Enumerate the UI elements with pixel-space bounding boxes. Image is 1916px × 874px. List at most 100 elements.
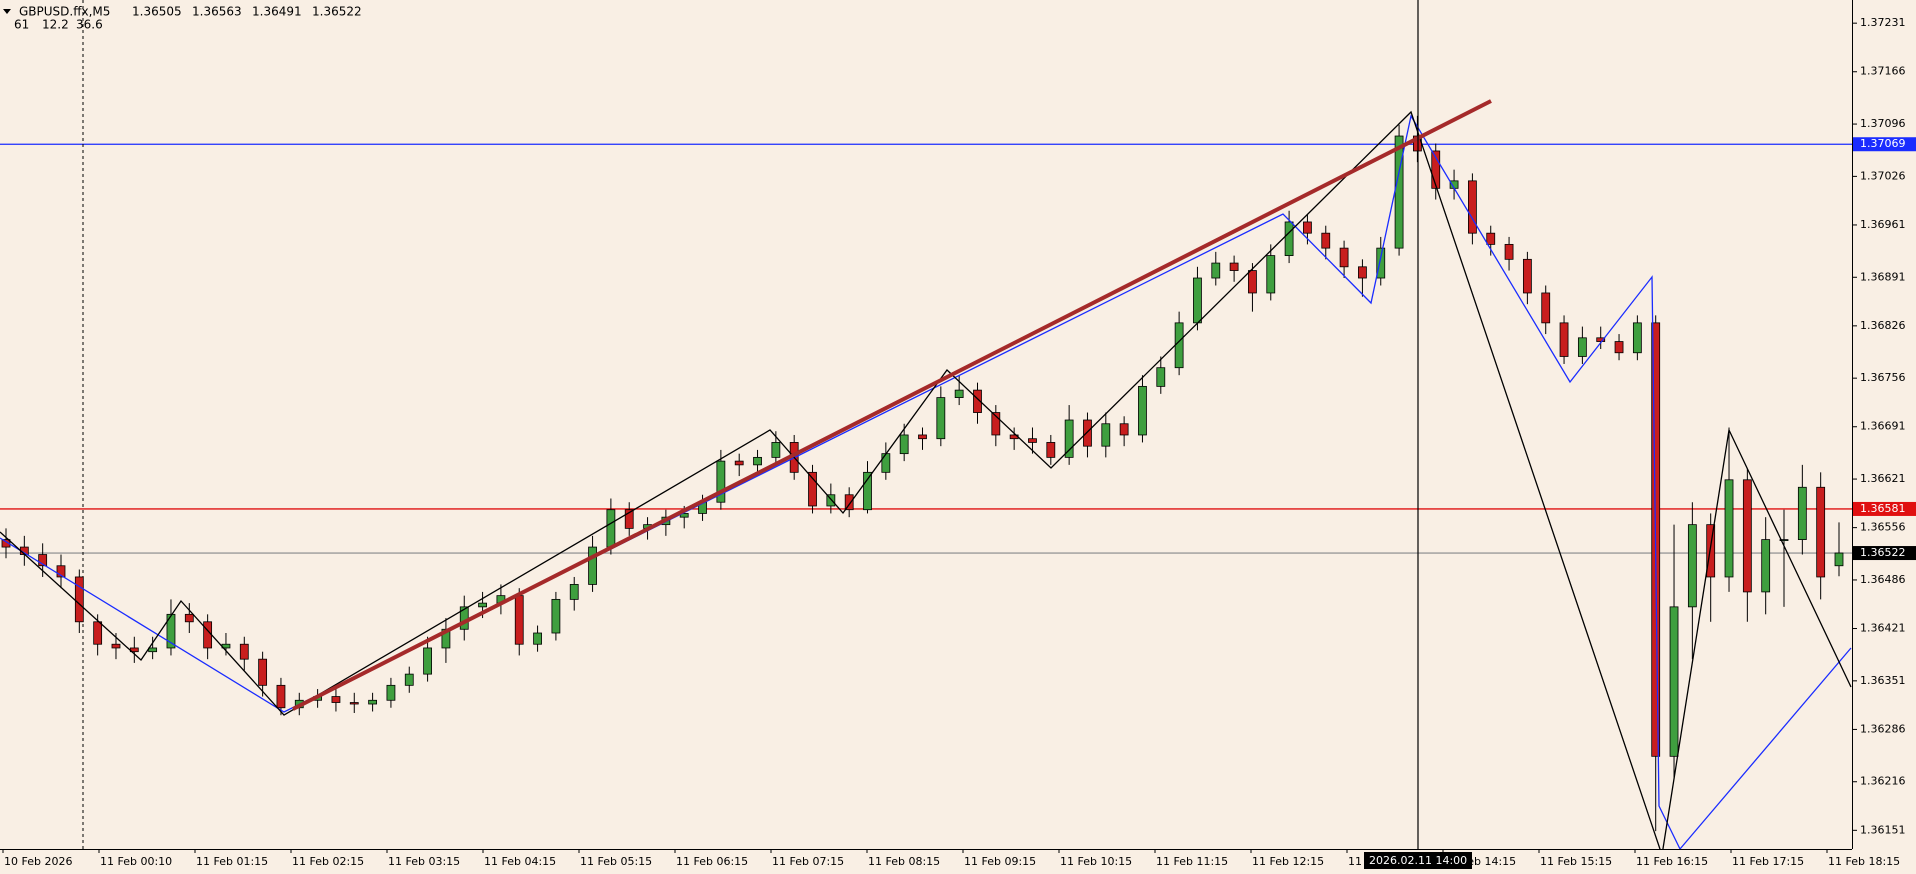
- candle-body: [514, 595, 524, 645]
- candle-body: [1321, 232, 1331, 249]
- candle-body: [368, 699, 378, 705]
- y-tick-label: 1.36961: [1860, 218, 1906, 231]
- x-tick-label: 11 Feb 08:15: [868, 855, 940, 868]
- x-tick-label: 11 Feb 12:15: [1252, 855, 1324, 868]
- y-tick-label: 1.36621: [1860, 472, 1906, 485]
- candle-body: [1138, 385, 1147, 436]
- price-label-bg: [1853, 546, 1916, 561]
- y-tick-label: 1.36691: [1860, 420, 1906, 433]
- y-tick-label: 1.36286: [1860, 722, 1906, 735]
- candle-body: [1229, 262, 1239, 271]
- candle-body: [679, 513, 689, 518]
- candle-body: [93, 621, 103, 645]
- candle-body: [423, 647, 432, 675]
- candle-body: [1083, 419, 1092, 447]
- candle-body: [1779, 539, 1789, 541]
- candle-body: [606, 509, 616, 548]
- candle-body: [1, 539, 11, 548]
- y-tick-label: 1.36421: [1860, 622, 1906, 635]
- x-tick-label: 11 Feb 02:15: [292, 855, 364, 868]
- candle-body: [111, 643, 121, 649]
- candle-body: [1156, 367, 1166, 387]
- blue-zigzag: [0, 114, 1852, 851]
- candle-body: [1046, 442, 1056, 458]
- candle-body: [991, 412, 1001, 436]
- candle-body: [1211, 262, 1221, 279]
- ohlc-close: 1.36522: [312, 5, 362, 19]
- candle-body: [844, 494, 854, 511]
- candle-body: [349, 702, 359, 705]
- trend-line[interactable]: [292, 99, 1492, 711]
- candle-body: [1339, 247, 1349, 268]
- candle-body: [1596, 337, 1606, 342]
- candle-body: [1266, 255, 1276, 294]
- price-label: 1.36522: [1860, 546, 1906, 559]
- candle-body: [1394, 135, 1404, 249]
- candle-body: [1669, 606, 1679, 757]
- y-tick-label: 1.36351: [1860, 674, 1906, 687]
- candle-body: [258, 658, 268, 686]
- candle-body: [1614, 341, 1624, 354]
- x-tick-label: 11 Feb 03:15: [388, 855, 460, 868]
- candle-body: [973, 389, 982, 413]
- ohlc-open: 1.36505: [132, 5, 182, 19]
- x-tick-label: 11 Feb 00:10: [100, 855, 172, 868]
- y-tick-label: 1.37166: [1860, 65, 1906, 78]
- candle-body: [1101, 423, 1111, 447]
- candle-body: [1376, 247, 1386, 279]
- candle-body: [1028, 438, 1037, 443]
- x-tick-label: 11 Feb 04:15: [484, 855, 556, 868]
- candle-body: [478, 602, 487, 608]
- candle-body: [1504, 243, 1514, 260]
- y-tick-label: 1.36891: [1860, 270, 1906, 283]
- price-label-bg: [1853, 137, 1916, 152]
- candle-body: [1834, 552, 1844, 567]
- candle-body: [276, 684, 286, 709]
- x-tick-label: 11 Feb 07:15: [772, 855, 844, 868]
- candle-body: [1119, 423, 1129, 436]
- candle-body: [38, 554, 48, 567]
- candle-body: [1632, 322, 1642, 354]
- candle-body: [1541, 292, 1551, 324]
- candle-body: [1358, 266, 1367, 279]
- candle-body: [808, 471, 817, 507]
- candle-body: [1577, 337, 1587, 357]
- indicator-value: 12.2: [42, 18, 69, 32]
- y-tick-label: 1.36756: [1860, 371, 1906, 384]
- candle-body: [1468, 180, 1477, 234]
- candle-body: [1761, 539, 1771, 593]
- candle-body: [56, 565, 66, 578]
- candle-body: [1284, 221, 1294, 256]
- candle-body: [734, 460, 744, 466]
- candle-body: [1706, 524, 1716, 578]
- candle-body: [1248, 270, 1257, 294]
- candle-body: [624, 509, 634, 529]
- y-tick-label: 1.37026: [1860, 169, 1906, 182]
- candle-body: [1816, 486, 1826, 578]
- symbol: GBPUSD.ffx,M5: [19, 5, 110, 19]
- y-tick-label: 1.37096: [1860, 117, 1906, 130]
- x-tick-label: 11 Feb 17:15: [1732, 855, 1804, 868]
- x-tick-label: 11 Feb 01:15: [196, 855, 268, 868]
- crosshair-label-bg: [1364, 852, 1472, 869]
- y-tick-label: 1.36826: [1860, 319, 1906, 332]
- candle-body: [918, 434, 927, 440]
- collapse-arrow[interactable]: [3, 9, 11, 14]
- candle-body: [1522, 258, 1532, 294]
- candle-body: [404, 673, 414, 686]
- candle-body: [1193, 277, 1202, 324]
- y-tick-label: 1.37231: [1860, 16, 1906, 29]
- crosshair-label: 2026.02.11 14:00: [1369, 854, 1467, 867]
- x-tick-label: 11 Feb 15:15: [1540, 855, 1612, 868]
- x-tick-label: 11 Feb 16:15: [1636, 855, 1708, 868]
- candle-body: [1064, 419, 1074, 458]
- x-tick-label: 11 Feb 09:15: [964, 855, 1036, 868]
- y-tick-label: 1.36556: [1860, 521, 1906, 534]
- candle-body: [203, 621, 213, 649]
- x-tick-label: 11 Feb 06:15: [676, 855, 748, 868]
- price-label: 1.37069: [1860, 137, 1906, 150]
- x-tick-label: 11 Feb 18:15: [1828, 855, 1900, 868]
- candle-body: [899, 434, 909, 455]
- candle-body: [881, 453, 891, 473]
